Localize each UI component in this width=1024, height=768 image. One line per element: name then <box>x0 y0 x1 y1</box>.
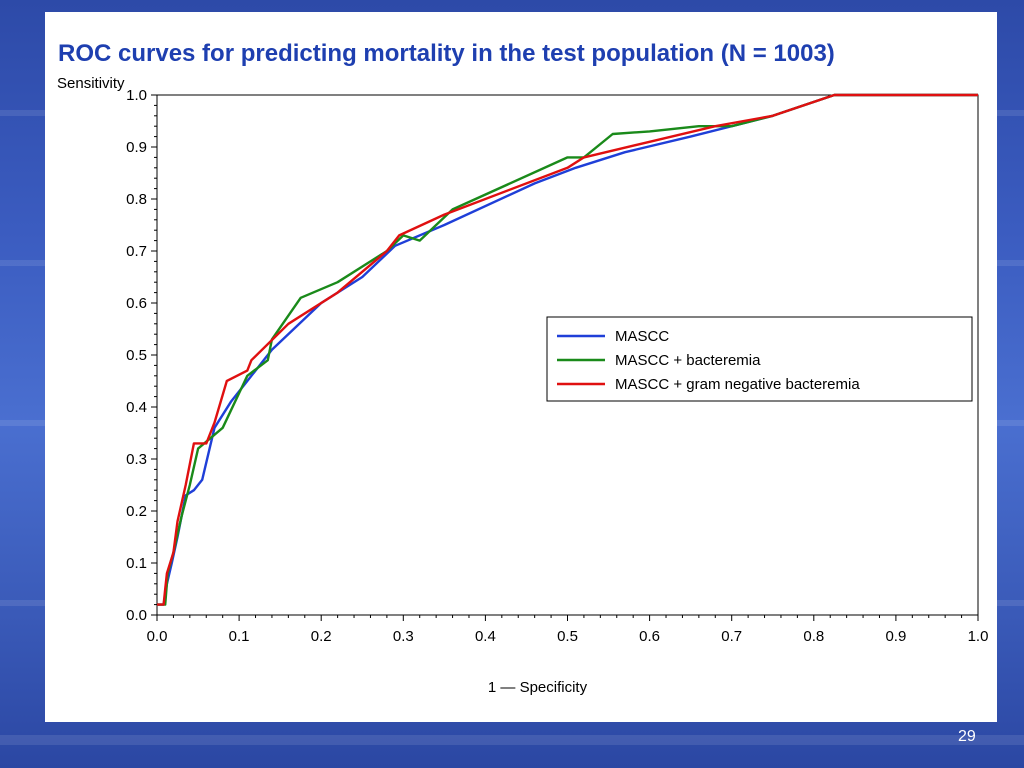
y-tick-label: 0.3 <box>126 451 147 468</box>
x-tick-label: 0.6 <box>639 628 660 645</box>
y-tick-label: 0.9 <box>126 139 147 156</box>
y-tick-label: 0.4 <box>126 399 147 416</box>
series-line-2 <box>157 93 978 606</box>
x-tick-label: 0.3 <box>393 628 414 645</box>
x-tick-label: 0.1 <box>229 628 250 645</box>
series-line-1 <box>157 93 978 606</box>
x-tick-label: 0.7 <box>721 628 742 645</box>
y-tick-label: 0.5 <box>126 347 147 364</box>
x-tick-label: 0.9 <box>885 628 906 645</box>
y-tick-label: 0.8 <box>126 191 147 208</box>
x-tick-label: 0.8 <box>803 628 824 645</box>
y-tick-label: 0.2 <box>126 503 147 520</box>
y-axis-title: Sensitivity <box>57 75 125 92</box>
y-tick-label: 0.6 <box>126 295 147 312</box>
x-tick-label: 0.5 <box>557 628 578 645</box>
x-tick-label: 0.4 <box>475 628 496 645</box>
legend-label-1: MASCC + bacteremia <box>615 352 761 369</box>
legend-box <box>546 316 973 402</box>
slide-title: ROC curves for predicting mortality in t… <box>58 40 835 67</box>
x-axis-title: 1 — Specificity <box>488 679 588 696</box>
x-tick-label: 0.0 <box>147 628 168 645</box>
roc-chart: 0.0 0.1 0.2 0.3 0.4 0.5 0.6 0.7 0.8 0.9 1.0 0.0 0.1 0… <box>57 75 989 696</box>
page-number: 29 <box>958 728 976 745</box>
y-tick-label: 0.1 <box>126 555 147 572</box>
y-tick-label: 0.0 <box>126 607 147 624</box>
legend-label-0: MASCC <box>615 328 669 345</box>
x-tick-label: 0.2 <box>311 628 332 645</box>
legend-label-2: MASCC + gram negative bacteremia <box>615 376 860 393</box>
x-tick-label: 1.0 <box>968 628 989 645</box>
y-tick-label: 1.0 <box>126 87 147 104</box>
y-tick-label: 0.7 <box>126 243 147 260</box>
